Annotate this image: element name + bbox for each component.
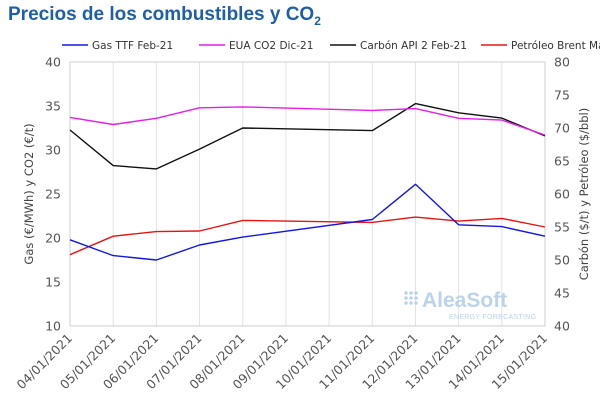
legend-label: EUA CO2 Dic-21 [229, 40, 313, 52]
legend: Gas TTF Feb-21 EUA CO2 Dic-21 Carbón API 2… [62, 40, 600, 52]
left-y-tick-label: 25 [45, 187, 61, 202]
aleasoft-watermark: AleaSoft ENERGY FORECASTING [404, 289, 536, 321]
right-y-tick-label: 45 [554, 286, 570, 301]
grid-layer [69, 62, 546, 326]
legend-label: Carbón API 2 Feb-21 [360, 40, 467, 52]
right-y-tick-label: 75 [554, 88, 570, 103]
right-y-tick-label: 60 [554, 187, 570, 202]
right-y-tick-label: 65 [554, 154, 570, 169]
plot-frame [69, 61, 546, 327]
right-y-axis-title: Carbón ($/t) y Petróleo ($/bbl) [577, 108, 591, 280]
series-line-eua-co2-dic-21 [69, 106, 546, 136]
left-y-tick-label: 30 [45, 143, 61, 158]
left-y-tick-label: 35 [45, 99, 61, 114]
legend-label: Petróleo Brent Mar-21 [511, 40, 600, 52]
left-y-tick-label: 10 [45, 319, 61, 334]
axes-layer: 1015202530354040455055606570758004/01/20… [14, 55, 591, 393]
series-line-petr-leo-brent-mar-21 [69, 216, 546, 256]
series-line-gas-ttf-feb-21 [69, 183, 546, 261]
right-y-tick-label: 55 [554, 220, 570, 235]
left-y-axis-title: Gas (€/MWh) y CO2 (€/t) [22, 123, 36, 264]
legend-label: Gas TTF Feb-21 [92, 40, 173, 52]
left-y-tick-label: 40 [45, 55, 61, 70]
left-y-tick-label: 15 [45, 275, 61, 290]
aleasoft-logo-icon [404, 291, 418, 305]
watermark-brand: AleaSoft [422, 289, 507, 312]
chart-title: Precios de los combustibles y CO2 [8, 4, 321, 28]
watermark-tagline: ENERGY FORECASTING [449, 314, 536, 321]
title-subscript: 2 [314, 13, 321, 28]
right-y-tick-label: 70 [554, 121, 570, 136]
right-y-tick-label: 50 [554, 253, 570, 268]
series-line-carb-n-api-2-feb-21 [69, 102, 546, 170]
series-layer [69, 102, 546, 261]
right-y-tick-label: 80 [554, 55, 570, 70]
left-y-tick-label: 20 [45, 231, 61, 246]
right-y-tick-label: 40 [554, 319, 570, 334]
